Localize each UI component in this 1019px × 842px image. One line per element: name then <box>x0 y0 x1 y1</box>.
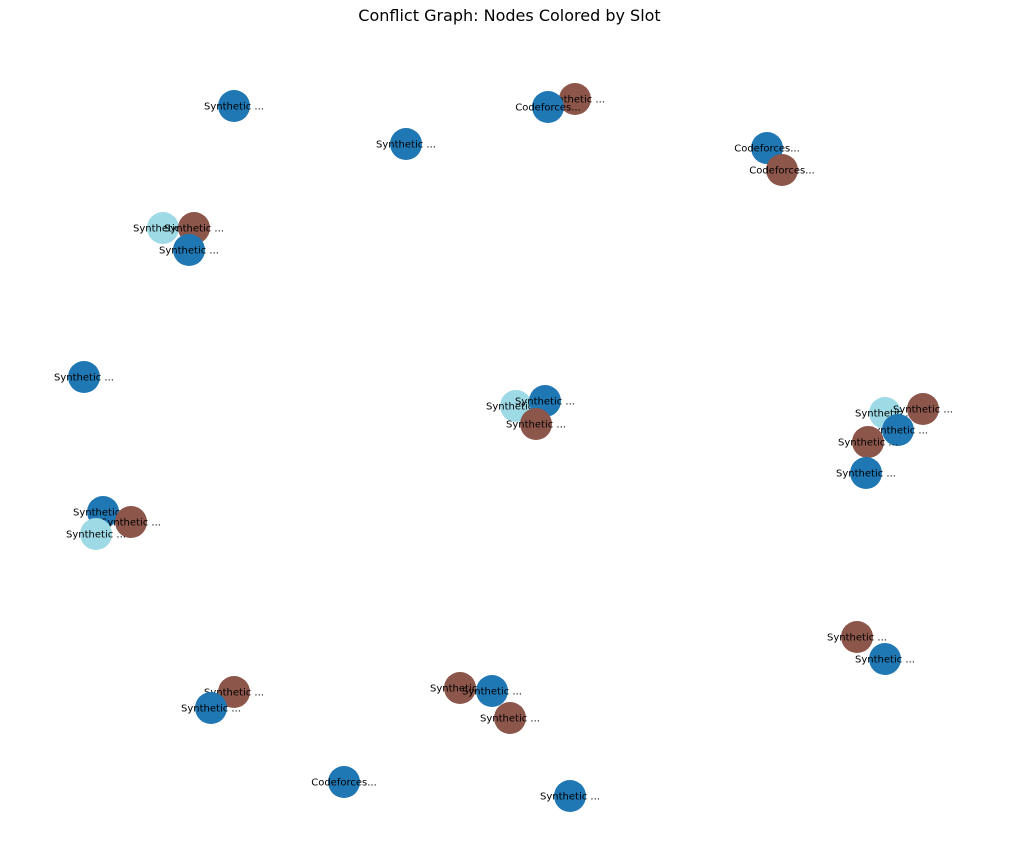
graph-node-circle <box>882 414 914 446</box>
graph-node-label: Synthetic ... <box>545 95 605 106</box>
graph-node-label: Synthetic ... <box>133 224 193 235</box>
graph-node: Synthetic ... <box>540 780 600 812</box>
graph-node-circle <box>520 408 552 440</box>
graph-node-label: Synthetic ... <box>164 224 224 235</box>
page-title: Conflict Graph: Nodes Colored by Slot <box>358 6 661 25</box>
graph-node-label: Synthetic ... <box>486 402 546 413</box>
graph-node: Synthetic ... <box>181 692 241 724</box>
graph-node-circle <box>852 426 884 458</box>
graph-node: Synthetic ... <box>836 457 896 489</box>
graph-node-label: Codeforces... <box>749 166 815 177</box>
graph-node-circle <box>476 675 508 707</box>
graph-node-label: Synthetic ... <box>376 140 436 151</box>
graph-node-circle <box>80 518 112 550</box>
graph-node: Synthetic ... <box>545 83 605 115</box>
graph-node-circle <box>115 506 147 538</box>
graph-node-label: Synthetic ... <box>836 469 896 480</box>
graph-node: Synthetic ... <box>893 393 953 425</box>
graph-node-circle <box>869 643 901 675</box>
graph-node: Synthetic ... <box>506 408 566 440</box>
graph-node: Synthetic ... <box>101 506 161 538</box>
graph-node-circle <box>907 393 939 425</box>
graph-node-circle <box>766 154 798 186</box>
graph-node-label: Codeforces... <box>734 144 800 155</box>
graph-node-label: Synthetic ... <box>855 655 915 666</box>
graph-node-label: Synthetic ... <box>73 508 133 519</box>
graph-node-label: Synthetic ... <box>159 246 219 257</box>
graph-node-label: Synthetic ... <box>430 684 490 695</box>
graph-node: Synthetic ... <box>838 426 898 458</box>
graph-node-circle <box>444 672 476 704</box>
graph-node-label: Synthetic ... <box>506 420 566 431</box>
graph-node: Synthetic ... <box>66 518 126 550</box>
graph-node-circle <box>173 234 205 266</box>
graph-node-circle <box>850 457 882 489</box>
graph-node-circle <box>218 676 250 708</box>
graph-node-circle <box>195 692 227 724</box>
graph-node: Synthetic ... <box>480 702 540 734</box>
graph-node: Synthetic ... <box>376 128 436 160</box>
graph-node-label: Synthetic ... <box>855 409 915 420</box>
graph-node-circle <box>68 361 100 393</box>
graph-node-circle <box>532 91 564 123</box>
graph-node: Codeforces... <box>311 766 377 798</box>
graph-node: Synthetic ... <box>827 621 887 653</box>
graph-node-circle <box>494 702 526 734</box>
graph-node: Synthetic ... <box>855 643 915 675</box>
graph-node-label: Synthetic ... <box>827 633 887 644</box>
graph-node-label: Codeforces... <box>515 103 581 114</box>
graph-node-label: Synthetic ... <box>181 704 241 715</box>
graph-node-label: Synthetic ... <box>893 405 953 416</box>
graph-node: Synthetic ... <box>204 90 264 122</box>
graph-node: Synthetic ... <box>133 212 193 244</box>
graph-node-label: Synthetic ... <box>540 792 600 803</box>
graph-node-circle <box>147 212 179 244</box>
graph-node-label: Synthetic ... <box>462 687 522 698</box>
graph-node-label: Synthetic ... <box>480 714 540 725</box>
graph-node-label: Synthetic ... <box>838 438 898 449</box>
graph-node-label: Synthetic ... <box>101 518 161 529</box>
graph-node: Synthetic ... <box>54 361 114 393</box>
graph-node-circle <box>559 83 591 115</box>
graph-node-circle <box>554 780 586 812</box>
graph-node: Codeforces... <box>749 154 815 186</box>
graph-node: Synthetic ... <box>204 676 264 708</box>
graph-node-label: Synthetic ... <box>868 426 928 437</box>
graph-node-circle <box>218 90 250 122</box>
graph-node-label: Codeforces... <box>311 778 377 789</box>
graph-node-circle <box>328 766 360 798</box>
graph-node-circle <box>841 621 873 653</box>
graph-node-circle <box>390 128 422 160</box>
graph-node: Codeforces... <box>515 91 581 123</box>
graph-node: Synthetic ... <box>868 414 928 446</box>
graph-node-label: Synthetic ... <box>515 397 575 408</box>
graph-node: Synthetic ... <box>430 672 490 704</box>
graph-node-label: Synthetic ... <box>204 102 264 113</box>
graph-node-label: Synthetic ... <box>204 688 264 699</box>
graph-node: Synthetic ... <box>462 675 522 707</box>
graph-node-label: Synthetic ... <box>54 373 114 384</box>
graph-node: Synthetic ... <box>159 234 219 266</box>
graph-node-label: Synthetic ... <box>66 530 126 541</box>
